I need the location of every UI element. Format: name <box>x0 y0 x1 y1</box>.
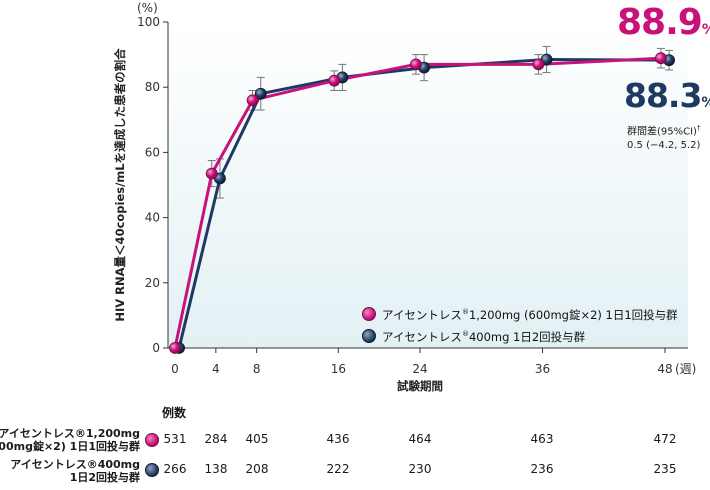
nar-row1-label-line2: (600mg錠×2) 1日1回投与群 <box>0 440 140 453</box>
legend-marker-navy <box>362 328 376 343</box>
nar-value: 472 <box>653 432 677 446</box>
nar-value: 405 <box>245 432 269 446</box>
big-value-navy: 88.3% <box>624 76 710 115</box>
x-tick-label: 24 <box>412 362 427 376</box>
diff-label: 群間差(95%CI) <box>627 126 697 138</box>
legend-item1-suffix: 1,200mg (600mg錠×2) 1日1回投与群 <box>468 307 678 322</box>
big-value-pink-unit: % <box>702 22 710 38</box>
data-point-navy <box>254 87 267 100</box>
y-tick-label: 40 <box>145 211 160 225</box>
nar-value: 230 <box>408 462 432 476</box>
plot-background <box>168 22 688 348</box>
nar-value: 235 <box>653 462 677 476</box>
nar-row1-label: アイセントレス®1,200mg (600mg錠×2) 1日1回投与群 <box>0 427 140 453</box>
big-value-pink-number: 88.9 <box>617 2 703 43</box>
y-unit-label: (%) <box>137 1 158 15</box>
x-tick-label: 4 <box>212 362 220 376</box>
x-tick-label: 16 <box>331 362 346 376</box>
nar-value: 463 <box>530 432 554 446</box>
y-tick-label: 20 <box>145 276 160 290</box>
nar-value: 284 <box>204 432 228 446</box>
nar-value: 436 <box>326 432 350 446</box>
big-value-pink: 88.9% <box>617 2 710 43</box>
nar-value: 531 <box>163 432 187 446</box>
y-tick-label: 100 <box>137 15 160 29</box>
data-point-pink <box>169 342 181 354</box>
legend-item-1200mg: アイセントレス®1,200mg (600mg錠×2) 1日1回投与群 <box>362 303 678 325</box>
legend: アイセントレス®1,200mg (600mg錠×2) 1日1回投与群 アイセント… <box>362 303 678 347</box>
nar-value: 236 <box>530 462 554 476</box>
nar-row1-label-line1: アイセントレス®1,200mg <box>0 427 140 440</box>
legend-text-400mg: アイセントレス®400mg 1日2回投与群 <box>382 325 585 347</box>
y-tick-label: 60 <box>145 145 160 159</box>
data-point-pink <box>328 74 341 87</box>
nar-value: 222 <box>326 462 350 476</box>
nar-value: 138 <box>204 462 228 476</box>
x-axis-title: 試験期間 <box>397 379 443 393</box>
legend-item1-reg: ® <box>461 308 469 316</box>
legend-marker-pink <box>362 306 376 321</box>
diff-mark: † <box>696 124 701 132</box>
y-axis-title: HIV RNA量＜40copies/mLを達成した患者の割合 <box>113 48 127 322</box>
x-tick-label: 36 <box>535 362 550 376</box>
nar-row2-marker <box>145 463 159 477</box>
data-point-pink <box>532 58 545 71</box>
nar-row1-marker <box>145 433 159 447</box>
legend-item-400mg: アイセントレス®400mg 1日2回投与群 <box>362 325 678 347</box>
legend-item2-suffix: 400mg 1日2回投与群 <box>468 329 586 344</box>
group-difference: 群間差(95%CI)† 0.5 (−4.2, 5.2) <box>627 121 700 153</box>
data-point-pink <box>655 52 667 65</box>
y-tick-label: 0 <box>152 341 160 355</box>
series-layer <box>169 45 675 354</box>
big-value-navy-unit: % <box>701 95 710 111</box>
nar-row2-label-line1: アイセントレス®400mg <box>10 458 140 471</box>
legend-item2-reg: ® <box>461 329 469 338</box>
nar-value: 464 <box>408 432 432 446</box>
y-tick-label: 80 <box>145 80 160 94</box>
legend-item2-name: アイセントレス <box>382 329 462 344</box>
data-point-pink <box>205 167 218 180</box>
x-unit-label: (週) <box>675 362 696 376</box>
nar-value: 266 <box>163 462 187 476</box>
nar-value: 208 <box>245 462 269 476</box>
data-point-pink <box>246 94 259 107</box>
legend-text-1200mg: アイセントレス®1,200mg (600mg錠×2) 1日1回投与群 <box>382 303 678 325</box>
x-tick-label: 8 <box>253 362 261 376</box>
nar-row2-label-line2: 1日2回投与群 <box>69 471 140 484</box>
legend-item1-name: アイセントレス <box>382 307 462 322</box>
x-tick-label: 0 <box>171 362 179 376</box>
data-point-pink <box>410 58 422 71</box>
big-value-navy-number: 88.3 <box>624 76 702 115</box>
diff-value: 0.5 (−4.2, 5.2) <box>627 140 701 152</box>
x-tick-label: 48 <box>657 362 672 376</box>
number-at-risk-title: 例数 <box>162 406 187 420</box>
nar-row2-label: アイセントレス®400mg 1日2回投与群 <box>10 458 140 484</box>
